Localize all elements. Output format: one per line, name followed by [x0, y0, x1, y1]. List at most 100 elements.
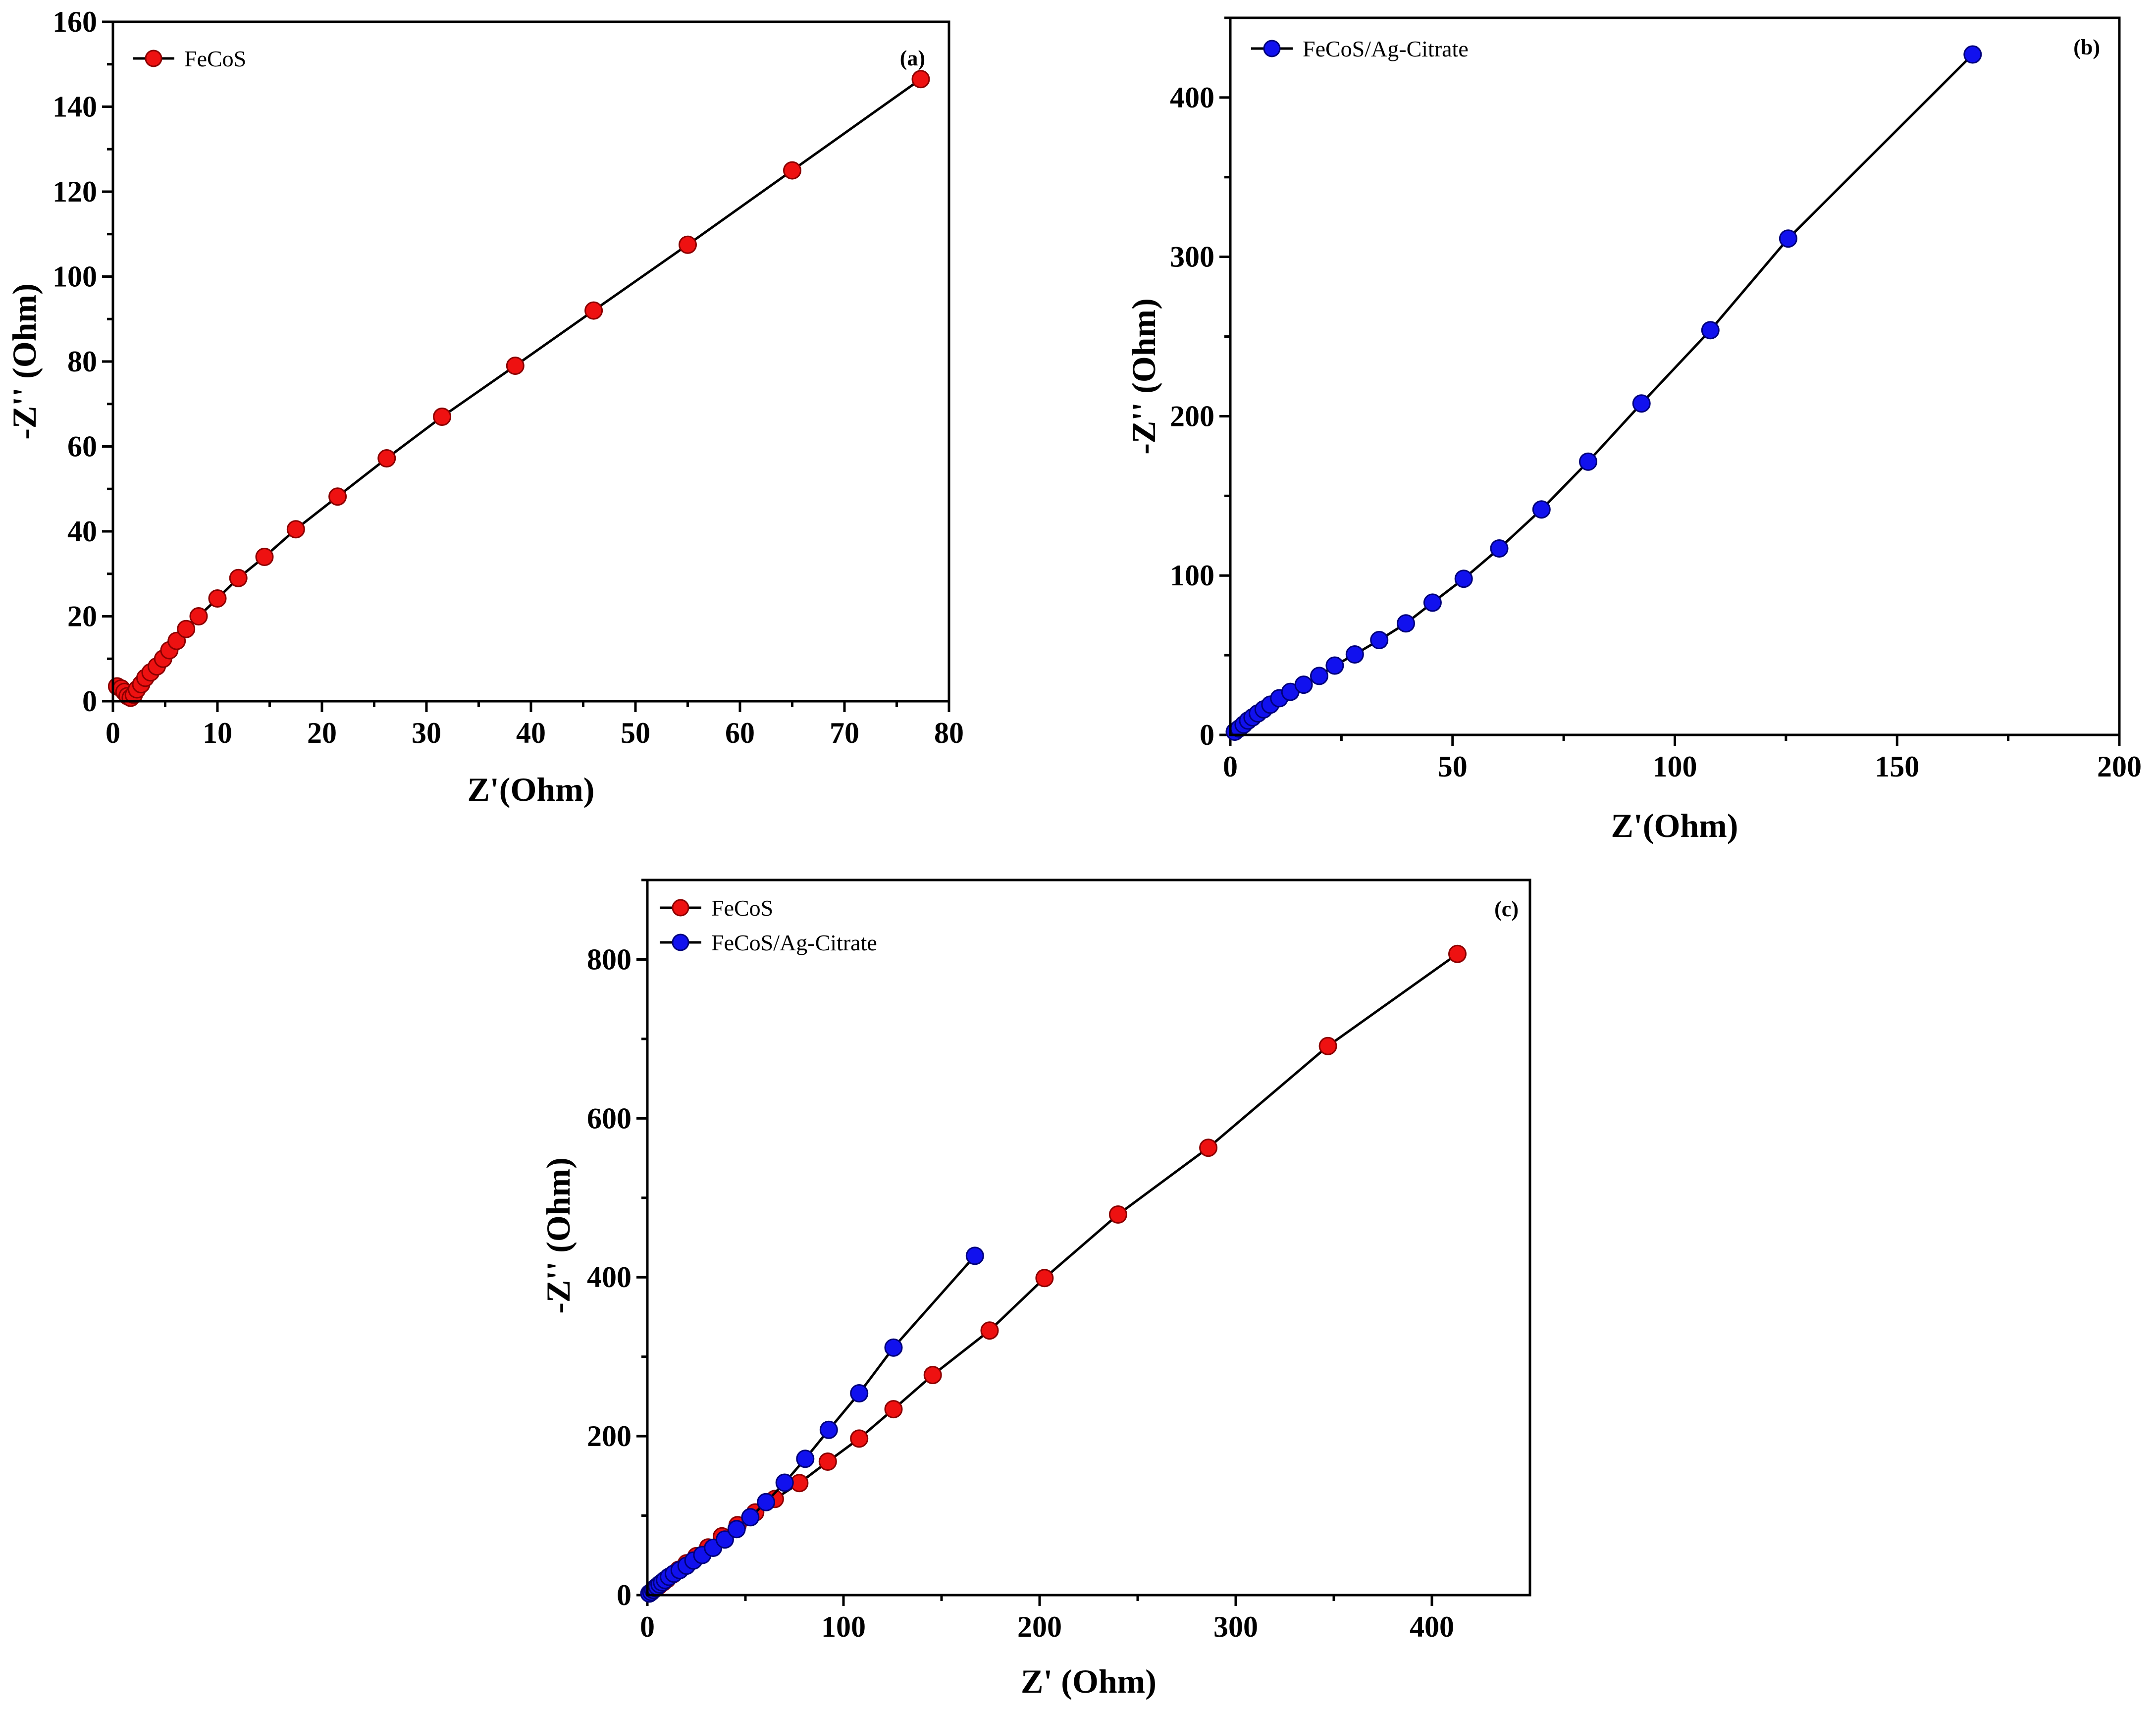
x-tick-label-b: 100: [1653, 750, 1697, 783]
data-point-a-0: [229, 569, 248, 587]
data-point-a-0: [433, 408, 452, 426]
legend-label-c-0: FeCoS: [711, 895, 773, 921]
y-tick-label-b: 200: [1170, 400, 1214, 432]
x-tick-label-a: 70: [830, 717, 859, 749]
data-point-a-0: [177, 620, 196, 638]
data-point-a-0: [255, 548, 274, 566]
x-tick-label-a: 80: [934, 717, 964, 749]
data-point-c-0: [1035, 1269, 1054, 1288]
legend-marker-a-0: [145, 50, 162, 67]
x-tick-label-c: 0: [640, 1610, 655, 1643]
data-point-b-0: [1532, 500, 1551, 519]
chart-panel-a: 0 10 20 30 40 50 60 70 80 0 20 40 60 80 100 120 140 160 (…: [5, 5, 964, 808]
x-axis-title-b: Z'(Ohm): [1611, 807, 1738, 844]
data-point-b-0: [1454, 570, 1473, 588]
data-point-a-0: [679, 235, 697, 254]
y-tick-label-c: 600: [587, 1102, 631, 1135]
data-point-a-0: [783, 161, 801, 180]
data-point-b-0: [1632, 394, 1651, 413]
x-tick-label-b: 200: [2097, 750, 2142, 783]
data-point-a-0: [377, 449, 396, 467]
data-point-b-0: [1294, 675, 1313, 694]
y-tick-label-c: 0: [617, 1579, 631, 1611]
y-tick-label-a: 40: [67, 515, 97, 548]
data-point-c-1: [850, 1384, 869, 1402]
data-point-c-0: [818, 1452, 837, 1471]
x-tick-label-a: 30: [412, 717, 441, 749]
x-tick-label-a: 20: [307, 717, 337, 749]
data-point-b-0: [1310, 667, 1328, 685]
y-tick-label-b: 300: [1170, 241, 1214, 273]
data-point-a-0: [584, 301, 603, 320]
legend-label-c-1: FeCoS/Ag-Citrate: [711, 930, 877, 955]
y-tick-label-a: 0: [82, 685, 97, 718]
x-tick-label-b: 150: [1875, 750, 1919, 783]
legend-marker-c-1: [672, 933, 689, 951]
x-tick-label-c: 100: [821, 1610, 866, 1643]
data-point-b-0: [1345, 645, 1364, 664]
data-point-c-1: [965, 1246, 984, 1265]
y-tick-label-c: 200: [587, 1420, 631, 1452]
data-point-c-1: [741, 1508, 760, 1527]
legend-label-a-0: FeCoS: [184, 46, 246, 71]
y-tick-label-a: 20: [67, 600, 97, 633]
y-tick-label-a: 160: [53, 5, 97, 38]
data-point-c-0: [1318, 1036, 1337, 1055]
data-point-a-0: [286, 520, 305, 539]
data-point-a-0: [167, 631, 186, 650]
data-point-c-1: [727, 1520, 746, 1539]
legend-c: FeCoS FeCoS/Ag-Citrate: [660, 895, 877, 955]
y-axis-title-c: -Z'' (Ohm): [539, 1157, 577, 1313]
legend-a: FeCoS: [133, 46, 246, 71]
y-tick-label-a: 60: [67, 430, 97, 463]
data-point-b-0: [1779, 229, 1797, 248]
x-tick-label-c: 400: [1410, 1610, 1454, 1643]
legend-b: FeCoS/Ag-Citrate: [1251, 36, 1469, 61]
x-tick-label-a: 0: [105, 717, 120, 749]
data-point-c-1: [819, 1420, 838, 1439]
x-tick-label-a: 60: [725, 717, 755, 749]
data-point-c-0: [980, 1321, 999, 1340]
data-point-c-1: [775, 1473, 794, 1492]
data-point-a-0: [208, 589, 227, 608]
chart-panel-b: 0 50 100 150 200 0 100 200 300 400 (b) Z'(Ohm) -Z…: [1125, 16, 2142, 844]
y-tick-label-c: 400: [587, 1261, 631, 1294]
data-point-c-0: [1108, 1205, 1127, 1224]
data-point-c-1: [757, 1493, 776, 1511]
data-point-a-0: [911, 70, 930, 89]
y-tick-label-a: 140: [53, 91, 97, 123]
data-point-c-0: [884, 1400, 903, 1419]
x-tick-label-c: 200: [1017, 1610, 1062, 1643]
x-axis-title-a: Z'(Ohm): [468, 771, 595, 808]
data-point-c-0: [850, 1429, 869, 1448]
panel-label-b: (b): [2073, 35, 2100, 59]
data-point-a-0: [189, 607, 208, 625]
x-tick-label-a: 10: [203, 717, 232, 749]
y-tick-label-a: 100: [53, 260, 97, 293]
x-tick-label-a: 50: [621, 717, 650, 749]
data-point-a-0: [328, 487, 347, 506]
data-point-c-1: [715, 1530, 734, 1549]
legend-label-b-0: FeCoS/Ag-Citrate: [1303, 36, 1469, 61]
y-tick-label-c: 800: [587, 943, 631, 976]
data-point-b-0: [1423, 593, 1442, 612]
y-axis-title-a: -Z'' (Ohm): [5, 283, 43, 439]
data-point-b-0: [1963, 45, 1982, 64]
data-point-c-0: [1199, 1139, 1218, 1157]
data-point-b-0: [1579, 452, 1597, 471]
x-tick-label-b: 50: [1438, 750, 1468, 783]
plot-frame-a: [111, 20, 950, 703]
data-point-b-0: [1370, 631, 1389, 649]
x-tick-label-b: 0: [1223, 750, 1238, 783]
data-point-a-0: [506, 357, 525, 375]
data-point-c-1: [884, 1338, 903, 1357]
legend-marker-c-0: [672, 899, 689, 917]
data-point-c-0: [1448, 944, 1467, 963]
plot-frame-b: [1229, 16, 2121, 736]
y-tick-label-a: 80: [67, 345, 97, 378]
legend-marker-b-0: [1263, 40, 1281, 57]
panel-label-c: (c): [1494, 897, 1519, 921]
